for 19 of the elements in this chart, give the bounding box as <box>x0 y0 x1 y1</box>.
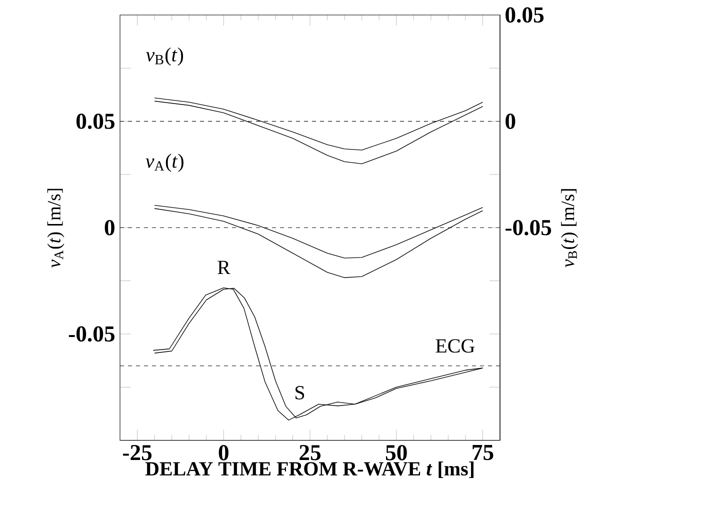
x-axis-title: DELAY TIME FROM R-WAVE t [ms] <box>145 461 474 478</box>
annotation: v$_{B}$(t) <box>146 47 184 66</box>
y-tick-label: 0 <box>104 220 114 236</box>
y-axis-title: v$_{A}$(t) [m/s] <box>47 188 64 268</box>
annotation: v$_{A}$(t) <box>146 154 184 172</box>
annotation: R <box>218 260 230 274</box>
annotation: S <box>296 386 304 400</box>
x-tick-label: -25 <box>123 445 152 460</box>
x-tick-label: 25 <box>300 445 320 460</box>
x-tick-label: 0 <box>218 445 228 460</box>
x-tick-label: 50 <box>386 445 407 460</box>
y2-axis-title: v$_{B}$(t) [m/s] <box>561 189 578 268</box>
y2-tick-label: 0.05 <box>506 7 544 23</box>
annotation: ECG <box>436 339 475 353</box>
y-tick-label: -0.05 <box>68 326 114 342</box>
x-tick-label: 75 <box>472 445 494 460</box>
y2-tick-label: 0 <box>506 114 516 129</box>
y-tick-label: 0.05 <box>76 114 114 130</box>
y2-tick-label: -0.05 <box>506 220 552 236</box>
